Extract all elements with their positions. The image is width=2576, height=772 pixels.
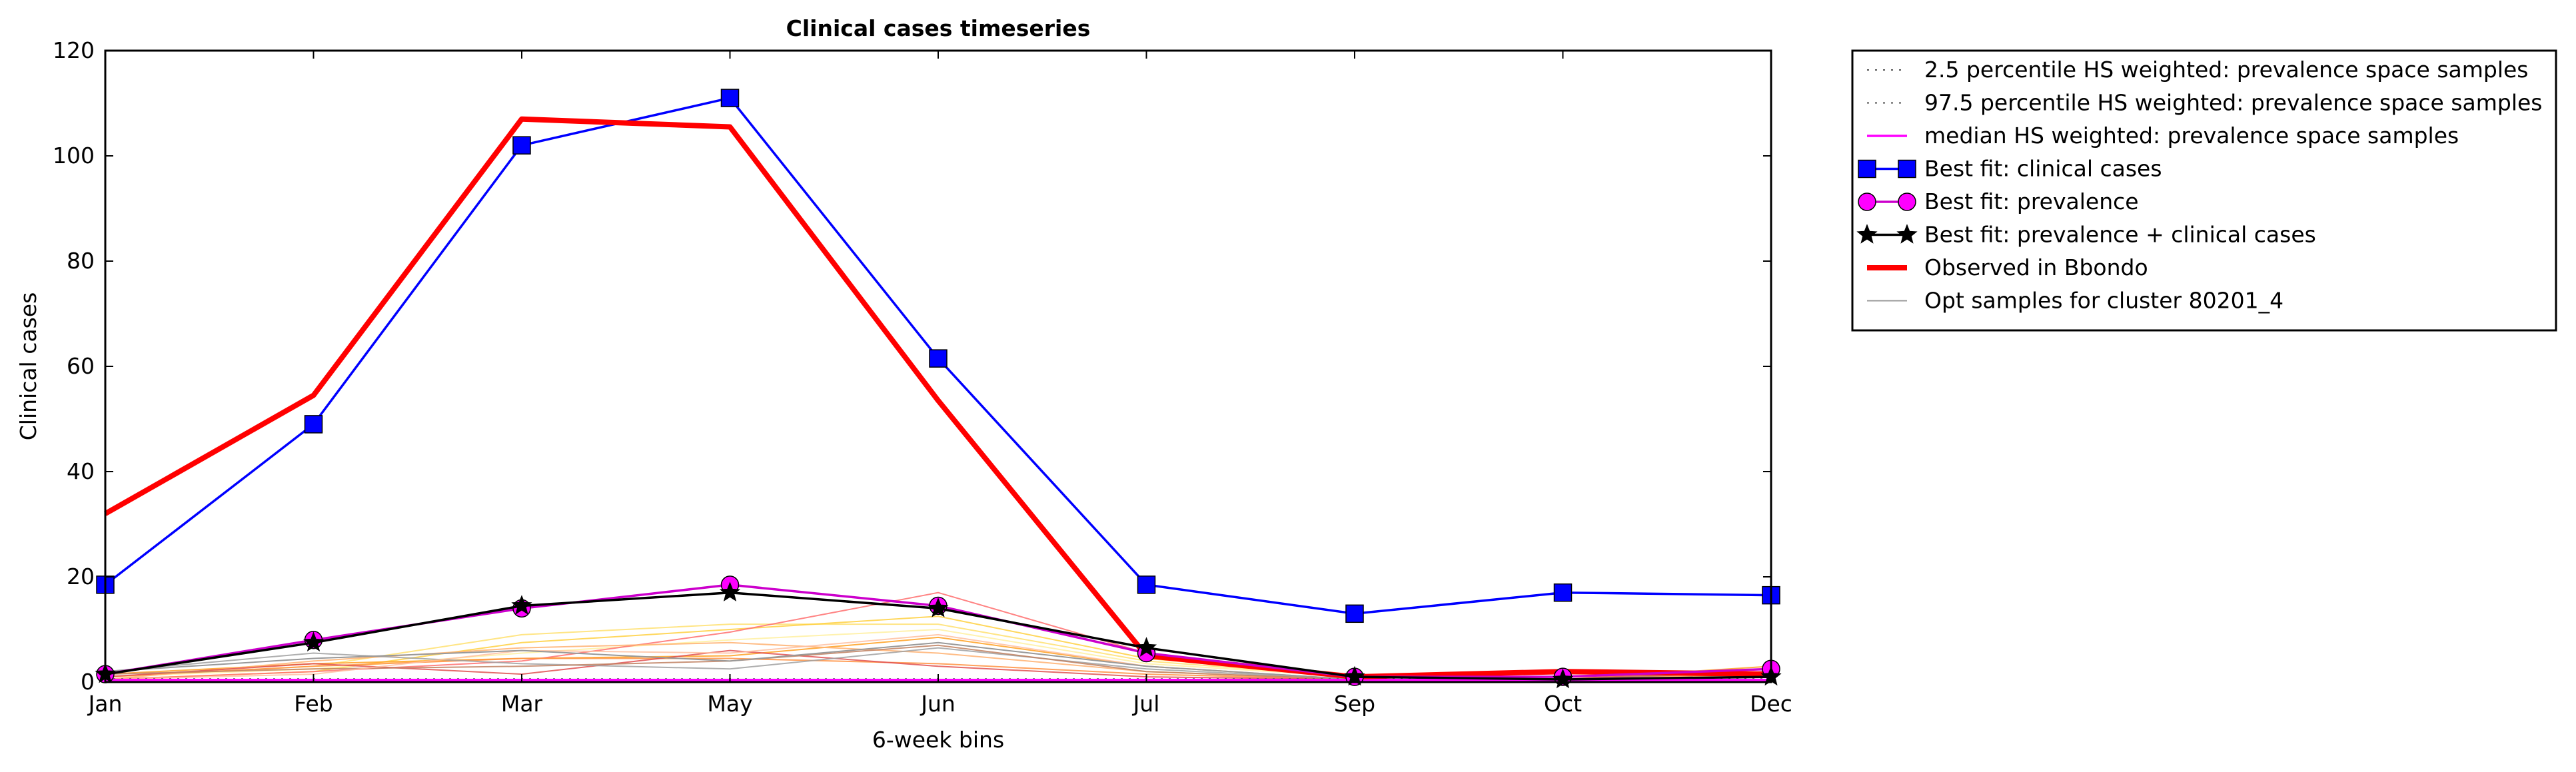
x-tick-label: Sep bbox=[1334, 691, 1375, 717]
x-tick-label: Feb bbox=[294, 691, 332, 717]
chart-title: Clinical cases timeseries bbox=[786, 15, 1091, 41]
legend-marker-4b bbox=[1898, 159, 1916, 179]
series-6-point-4 bbox=[719, 581, 741, 601]
series-line-7 bbox=[104, 116, 1772, 680]
legend-marker-5a bbox=[1858, 193, 1876, 211]
legend-label-2: 97.5 percentile HS weighted: prevalence … bbox=[1924, 90, 2543, 116]
y-tick-label: 20 bbox=[67, 564, 95, 589]
x-tick-label: Dec bbox=[1750, 691, 1792, 717]
legend: 2.5 percentile HS weighted: prevalence s… bbox=[1851, 49, 2557, 332]
series-6-point-3 bbox=[511, 595, 532, 615]
series-4-point-8 bbox=[1553, 583, 1573, 602]
legend-label-7: Observed in Bbondo bbox=[1924, 254, 2148, 280]
series-4-point-6 bbox=[1137, 576, 1156, 594]
series-4-point-5 bbox=[929, 349, 948, 368]
x-tick-label: Jun bbox=[920, 691, 956, 717]
y-tick-label: 120 bbox=[53, 37, 95, 63]
legend-marker-5b bbox=[1898, 193, 1916, 211]
x-tick-label: Jul bbox=[1132, 691, 1160, 717]
y-tick-label: 60 bbox=[67, 353, 95, 379]
y-tick-label: 0 bbox=[81, 669, 95, 695]
series-6-point-6 bbox=[1135, 637, 1157, 657]
series-4-point-3 bbox=[512, 136, 531, 155]
y-axis-title: Clinical cases bbox=[15, 292, 41, 441]
x-axis-title: 6-week bins bbox=[872, 727, 1004, 753]
legend-box bbox=[1851, 49, 2557, 332]
series-4-point-4 bbox=[720, 89, 740, 107]
y-tick-label: 80 bbox=[67, 248, 95, 274]
legend-label-3: median HS weighted: prevalence space sam… bbox=[1924, 123, 2459, 149]
legend-label-6: Best fit: prevalence + clinical cases bbox=[1924, 222, 2316, 248]
legend-marker-6b bbox=[1896, 224, 1918, 244]
series-4-point-2 bbox=[304, 415, 323, 434]
x-tick-label: Jan bbox=[87, 691, 123, 717]
series-4-point-7 bbox=[1345, 604, 1364, 623]
axes: Jan Feb Mar May Jun Jul Sep Oct Dec 0 20 40 60 80 100 1… bbox=[53, 37, 1792, 717]
x-tick-label: Mar bbox=[501, 691, 543, 717]
y-tick-label: 100 bbox=[53, 143, 95, 169]
series-6-point-2 bbox=[303, 631, 324, 652]
legend-marker-4a bbox=[1858, 159, 1876, 179]
y-tick-label: 40 bbox=[67, 458, 95, 484]
legend-label-4: Best fit: clinical cases bbox=[1924, 156, 2162, 182]
plot-area bbox=[95, 89, 1782, 689]
series-6-point-5 bbox=[928, 597, 949, 617]
legend-label-5: Best fit: prevalence bbox=[1924, 189, 2139, 214]
x-tick-label: May bbox=[707, 691, 752, 717]
legend-label-8: Opt samples for cluster 80201_4 bbox=[1924, 288, 2283, 314]
x-tick-label: Oct bbox=[1544, 691, 1582, 717]
legend-label-1: 2.5 percentile HS weighted: prevalence s… bbox=[1924, 57, 2529, 83]
legend-marker-6a bbox=[1856, 224, 1878, 244]
